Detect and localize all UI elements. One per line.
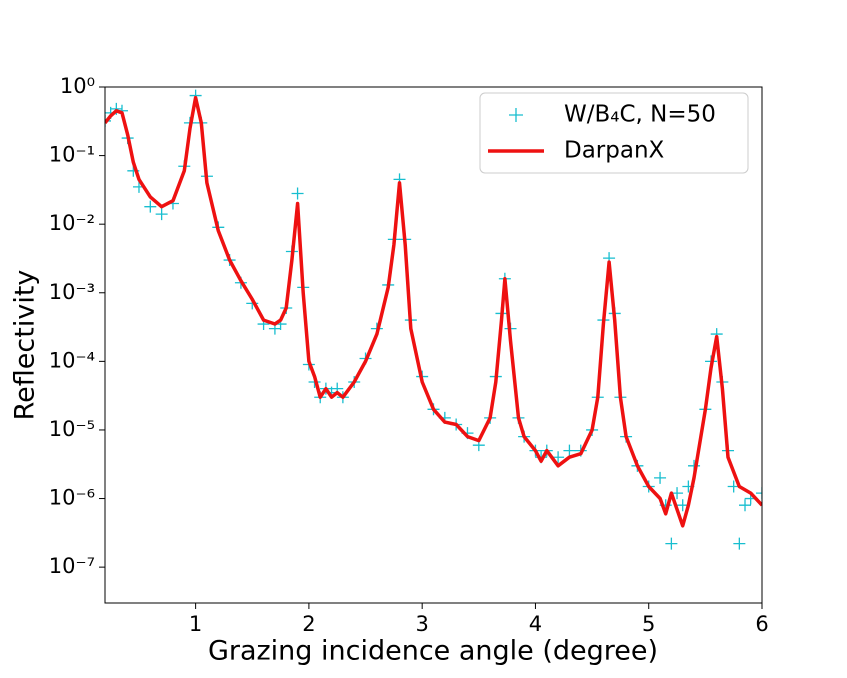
x-tick-label: 4 <box>529 612 542 636</box>
data-point <box>654 471 667 484</box>
y-tick-label: 10⁻¹ <box>49 143 95 167</box>
data-point <box>665 537 678 550</box>
plot-area <box>105 89 762 550</box>
y-tick-label: 10⁻⁶ <box>49 486 95 510</box>
y-tick-label: 10⁻⁷ <box>49 554 95 578</box>
data-point <box>144 200 157 213</box>
y-tick-label: 10⁻³ <box>49 280 95 304</box>
x-axis-label: Grazing incidence angle (degree) <box>208 636 658 667</box>
data-point <box>563 444 576 457</box>
x-tick-label: 6 <box>755 612 768 636</box>
legend-label: W/B₄C, N=50 <box>564 102 716 128</box>
y-tick-label: 10⁻⁴ <box>49 348 95 372</box>
data-point <box>552 451 565 464</box>
legend-label: DarpanX <box>564 138 665 164</box>
y-tick-label: 10⁰ <box>60 74 95 98</box>
axes-frame <box>104 86 763 604</box>
data-line <box>105 95 762 528</box>
data-point <box>739 499 752 512</box>
y-axis-label: Reflectivity <box>10 270 41 421</box>
data-point <box>733 537 746 550</box>
y-tick-label: 10⁻² <box>49 211 95 235</box>
x-tick-label: 2 <box>302 612 315 636</box>
x-tick-label: 3 <box>415 612 428 636</box>
legend-box <box>479 92 749 174</box>
data-point <box>155 208 168 221</box>
x-tick-label: 5 <box>642 612 655 636</box>
data-point <box>291 187 304 200</box>
data-point <box>756 487 762 500</box>
x-tick-label: 1 <box>189 612 202 636</box>
legend-symbol <box>509 108 523 122</box>
y-tick-label: 10⁻⁵ <box>49 417 95 441</box>
data-point <box>105 114 111 127</box>
